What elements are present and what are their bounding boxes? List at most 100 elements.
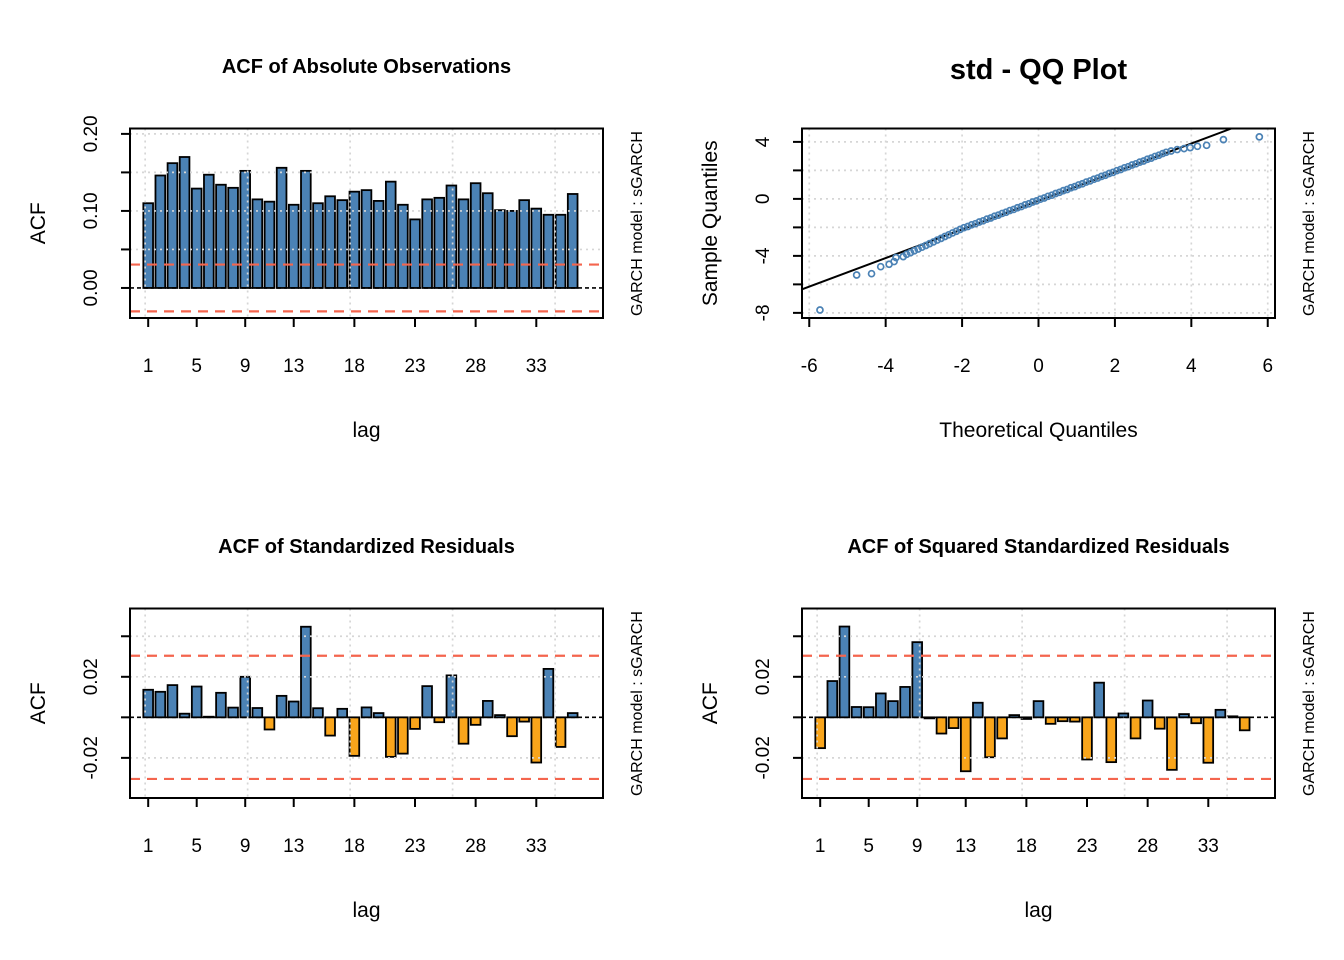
x-tick-label: 0 — [1033, 356, 1044, 377]
acf-bar — [239, 675, 251, 719]
qq-point — [1139, 157, 1148, 165]
acf-bar — [1093, 681, 1105, 719]
acf-bar — [530, 716, 543, 764]
qq-point — [1151, 152, 1159, 161]
acf-bar — [324, 716, 336, 737]
acf-bar — [166, 162, 179, 289]
x-tick-label: 18 — [344, 356, 365, 377]
acf-bar — [899, 686, 911, 719]
panel-title: std - QQ Plot — [950, 54, 1128, 86]
qq-point — [1055, 188, 1064, 197]
acf-bar — [166, 684, 179, 719]
qq-plot-panel: -6 -4 -2 0 2 4 6 4 0 -4 -8 std - QQ Plot Theoretical… — [699, 54, 1318, 442]
panel-title: ACF of Absolute Observations — [222, 56, 511, 78]
acf-bar — [494, 714, 506, 719]
y-tick-label: -0.02 — [81, 736, 102, 779]
acf-bar — [142, 688, 154, 719]
acf-bar — [972, 701, 984, 719]
x-axis-label: lag — [1024, 899, 1052, 922]
qq-point — [1097, 172, 1106, 181]
qq-point — [941, 232, 949, 241]
acf-bar — [850, 706, 863, 719]
acf-bar — [566, 193, 579, 289]
x-tick-label: 13 — [955, 836, 976, 857]
qq-point — [1186, 143, 1195, 152]
qq-point — [1109, 168, 1117, 177]
qq-point — [852, 271, 861, 279]
acf-absolute-observations-panel: 1 5 9 13 18 23 28 33 0.00 0.10 0.20 ACF of Absolute… — [27, 56, 646, 442]
y-tick-label: 4 — [753, 136, 774, 147]
acf-bar — [251, 707, 264, 719]
x-tick-label: 13 — [283, 836, 304, 857]
acf-bar — [1081, 716, 1093, 761]
qq-point — [1105, 169, 1114, 178]
x-tick-label: 33 — [526, 836, 547, 857]
qq-point — [967, 220, 976, 229]
y-tick-label: 0 — [753, 194, 774, 205]
y-axis-label: ACF — [699, 682, 722, 724]
x-axis-label: lag — [352, 899, 380, 922]
x-tick-label: 33 — [1198, 836, 1219, 857]
qq-point — [1025, 199, 1033, 208]
x-tick-label: 1 — [143, 356, 154, 377]
acf-bar — [227, 706, 239, 719]
acf-bar — [457, 198, 470, 289]
acf-bar — [300, 169, 312, 289]
y-axis-label: Sample Quantiles — [699, 140, 722, 306]
acf-bar — [409, 716, 421, 730]
qq-point — [994, 211, 1003, 219]
acf-bar — [1044, 716, 1057, 725]
plot-border — [801, 607, 1276, 799]
watermark-garch-model: GARCH model : sGARCH — [629, 611, 646, 796]
x-tick-label: 5 — [191, 836, 202, 857]
qq-point — [906, 248, 915, 257]
acf-bar — [959, 716, 972, 773]
acf-bar — [360, 189, 373, 289]
y-tick-label: 0.00 — [81, 269, 102, 306]
acf-bar — [312, 202, 324, 289]
y-axis-label: ACF — [27, 202, 50, 244]
qq-point — [1044, 192, 1052, 201]
acf-bar — [1202, 716, 1215, 764]
y-tick-label: 0.10 — [81, 192, 102, 229]
acf-bar — [826, 680, 839, 719]
qq-point — [1093, 174, 1102, 182]
acf-bar — [838, 625, 851, 719]
x-tick-label: 2 — [1110, 356, 1121, 377]
x-tick-label: -4 — [877, 356, 894, 377]
x-tick-label: 9 — [240, 356, 251, 377]
qq-point — [1063, 185, 1072, 194]
acf-squared-standardized-residuals-panel: 1 5 9 13 18 23 28 33 -0.02 0.02 ACF of Squared Sta… — [699, 536, 1318, 922]
acf-bar — [947, 716, 960, 729]
acf-bar — [506, 210, 518, 289]
acf-bar — [469, 716, 482, 726]
acf-bar — [275, 166, 288, 289]
acf-bar — [360, 706, 373, 719]
qq-point — [890, 257, 898, 266]
qq-point — [921, 241, 930, 250]
acf-bar — [1069, 716, 1081, 723]
y-tick-label: -0.02 — [753, 736, 774, 779]
x-tick-label: 6 — [1262, 356, 1273, 377]
qq-point — [892, 253, 900, 262]
acf-bar — [324, 195, 336, 289]
acf-bar — [935, 716, 948, 735]
acf-bar — [190, 685, 203, 719]
qq-point — [979, 216, 987, 225]
panel-title: ACF of Squared Standardized Residuals — [847, 536, 1229, 558]
qq-point — [937, 234, 945, 243]
x-tick-label: 28 — [1137, 836, 1158, 857]
qq-point — [1155, 151, 1163, 160]
qq-point — [1112, 166, 1121, 175]
acf-bar — [1190, 716, 1202, 725]
acf-bar — [251, 198, 264, 289]
qq-point — [929, 238, 938, 246]
x-tick-label: 23 — [1076, 836, 1097, 857]
acf-bar — [142, 202, 154, 289]
qq-point — [1086, 177, 1094, 185]
qq-point — [1173, 145, 1182, 154]
qq-point — [876, 262, 885, 271]
plot-border — [129, 127, 604, 319]
qq-point — [952, 227, 961, 236]
